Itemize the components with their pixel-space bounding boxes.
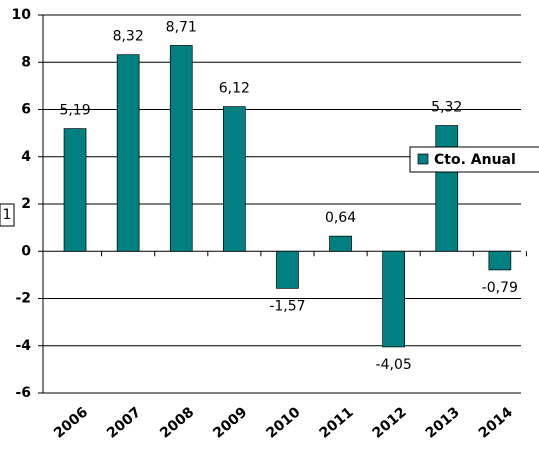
y-tick-label: -2 <box>15 291 31 307</box>
value-label: -0,79 <box>482 280 518 296</box>
y-tick-label: -4 <box>15 338 31 354</box>
value-label: -4,05 <box>376 357 412 373</box>
bar <box>435 125 459 252</box>
x-tick-label: 2013 <box>423 404 463 441</box>
x-tick-label: 2014 <box>476 404 516 441</box>
bar <box>382 250 405 348</box>
annotation: 1 <box>3 207 12 223</box>
value-label: -1,57 <box>269 298 305 314</box>
legend-label: Cto. Anual <box>434 152 516 168</box>
value-label: 5,32 <box>431 100 462 116</box>
y-tick-label: 2 <box>21 196 31 212</box>
x-tick-label: 2012 <box>370 404 410 441</box>
y-tick-label: 8 <box>21 54 31 70</box>
bar <box>116 54 140 252</box>
legend-box <box>409 146 539 173</box>
x-tick-label: 2009 <box>210 404 250 441</box>
value-label: 5,19 <box>59 103 90 119</box>
value-label: 8,71 <box>166 19 197 35</box>
bar <box>276 250 299 289</box>
x-tick-label: 2008 <box>157 404 197 441</box>
value-label: 0,64 <box>325 210 356 226</box>
x-tick-label: 2010 <box>263 404 303 441</box>
value-label: 6,12 <box>219 81 250 97</box>
x-tick-label: 2007 <box>104 404 144 441</box>
bar <box>223 106 246 252</box>
x-tick-label: 2006 <box>51 404 91 441</box>
y-tick-label: -6 <box>15 385 31 401</box>
annotation-box <box>0 203 15 227</box>
y-tick-label: 10 <box>12 7 32 23</box>
value-label: 8,32 <box>113 29 144 45</box>
bar <box>63 128 87 252</box>
legend-swatch <box>417 153 429 165</box>
bar <box>488 250 512 271</box>
bar <box>169 45 193 252</box>
x-tick-label: 2011 <box>316 404 356 441</box>
bar <box>329 235 352 252</box>
y-tick-label: 6 <box>21 102 31 118</box>
y-tick-label: 0 <box>21 243 31 259</box>
y-tick-label: 4 <box>21 149 31 165</box>
